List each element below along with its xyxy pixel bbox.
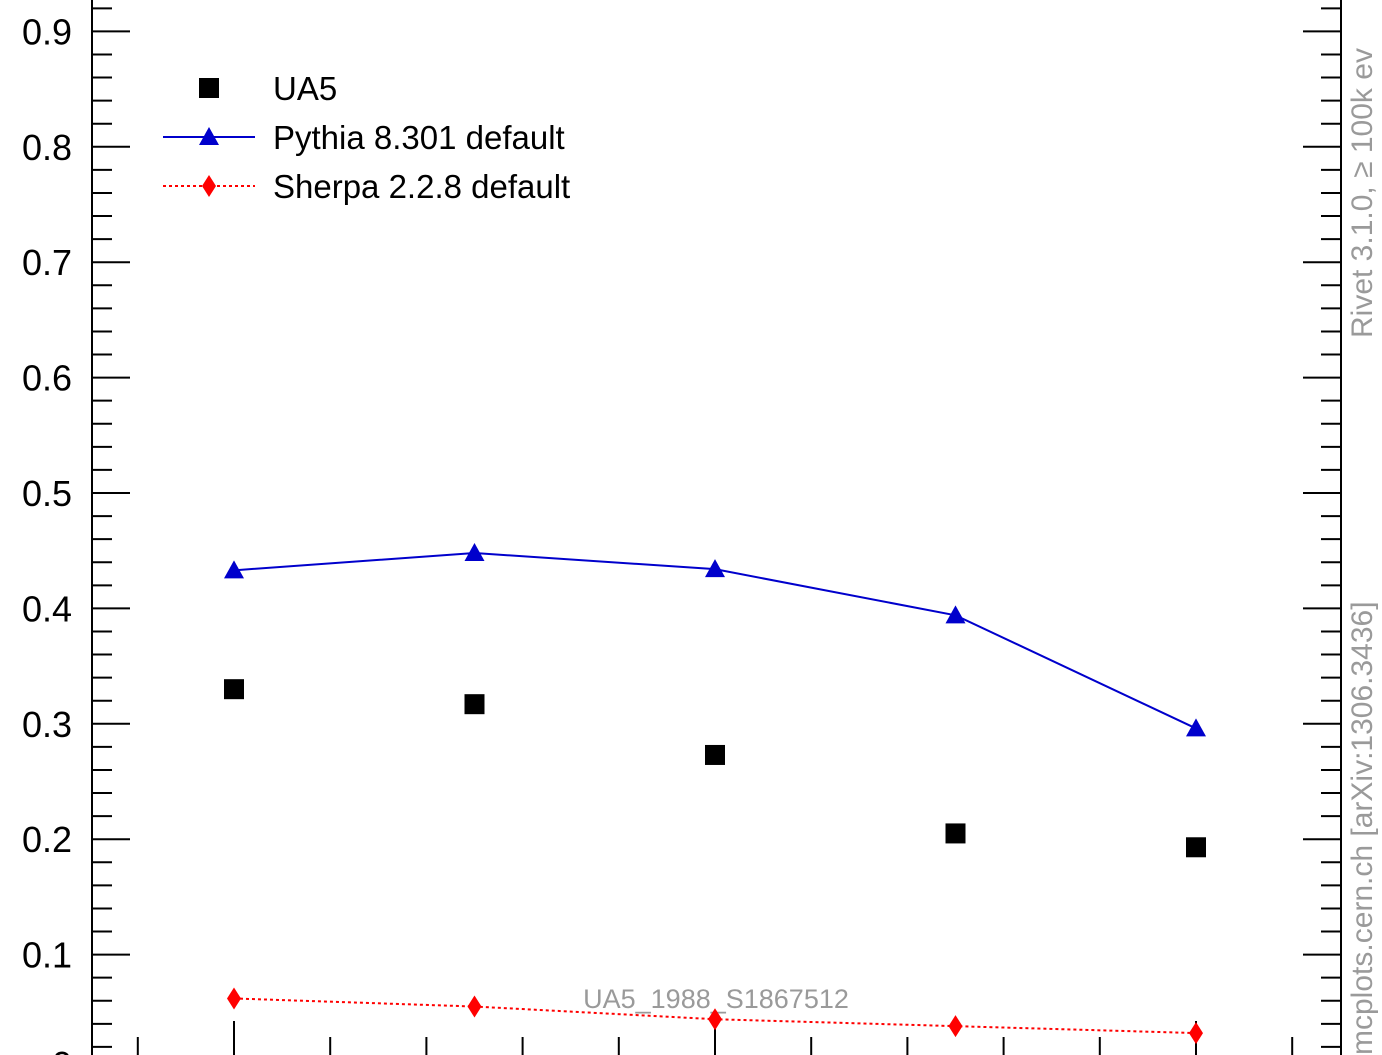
legend-marker (199, 78, 219, 98)
data-point (227, 987, 241, 1010)
legend-entry: Sherpa 2.2.8 default (163, 168, 570, 205)
y-tick-label: 0.3 (22, 704, 72, 745)
data-point (1186, 718, 1206, 737)
data-point (705, 559, 725, 578)
analysis-watermark: UA5_1988_S1867512 (583, 984, 849, 1014)
y-tick-labels: 0.1 0.2 0.3 0.4 0.5 0.6 0.7 0.8 0.9 0 (22, 11, 72, 1055)
legend-marker (199, 127, 219, 145)
data-point (224, 679, 244, 700)
series (224, 543, 1206, 1045)
y-tick-label: 0.1 (22, 935, 72, 976)
y-tick-label: 0.4 (22, 588, 72, 629)
series-2 (227, 987, 1203, 1045)
data-point (948, 1015, 963, 1038)
axes (91, 0, 1342, 1055)
y-tick-label: 0.2 (22, 819, 72, 860)
data-point (945, 605, 966, 624)
legend-marker (202, 175, 216, 197)
legend-label: UA5 (273, 70, 337, 107)
data-point (467, 995, 482, 1018)
rivet-version-label: Rivet 3.1.0, ≥ 100k ev (1346, 48, 1379, 338)
legend-label: Sherpa 2.2.8 default (273, 168, 570, 205)
data-point (708, 1008, 722, 1031)
y-tick-label: 0.7 (22, 242, 72, 283)
data-point (464, 694, 485, 715)
data-point (1189, 1022, 1203, 1045)
mcplots-source-label: mcplots.cern.ch [arXiv:1306.3436] (1346, 601, 1379, 1055)
y-tick-label: 0.8 (22, 127, 72, 168)
legend: UA5 Pythia 8.301 default Sherpa 2.2.8 defa… (163, 70, 570, 205)
y-tick-label: 0 (52, 1044, 72, 1055)
series-1 (224, 543, 1206, 737)
data-point (705, 744, 725, 765)
legend-entry: UA5 (199, 70, 337, 107)
data-point (1186, 837, 1206, 858)
data-point (224, 560, 244, 579)
series-0 (224, 679, 1206, 858)
legend-label: Pythia 8.301 default (273, 119, 565, 156)
data-point (945, 823, 966, 844)
y-tick-label: 0.6 (22, 358, 72, 399)
y-tick-label: 0.5 (22, 473, 72, 514)
legend-entry: Pythia 8.301 default (163, 119, 565, 156)
series-line (233, 552, 1197, 730)
y-tick-label: 0.9 (22, 11, 72, 52)
data-point (464, 543, 485, 562)
